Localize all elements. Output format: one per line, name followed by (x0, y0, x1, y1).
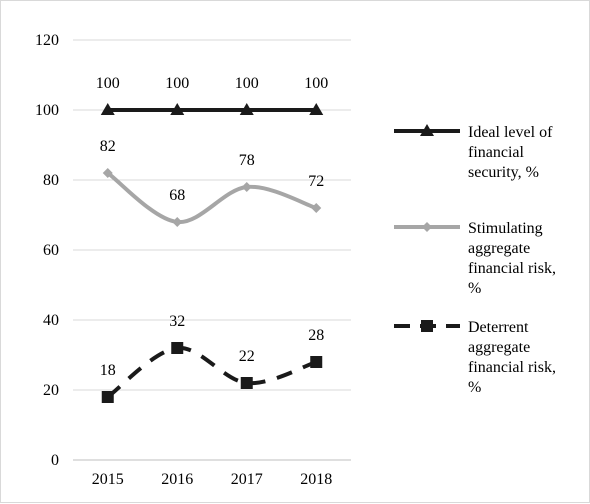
legend-marker (422, 222, 432, 232)
data-point (172, 217, 183, 227)
y-tick-label: 60 (43, 242, 59, 259)
y-tick-label: 100 (35, 102, 59, 119)
data-point (309, 103, 324, 115)
data-label: 100 (96, 75, 120, 92)
legend-label: Stimulating (468, 220, 543, 237)
legend-label: Ideal level of (468, 124, 553, 141)
data-label: 78 (239, 152, 255, 169)
x-tick-label: 2018 (300, 471, 332, 488)
legend-label: financial risk, (468, 359, 556, 376)
series-line (106, 171, 317, 225)
data-label: 68 (169, 187, 185, 204)
y-axis-ticks: 0 20 40 60 80 100 120 (35, 32, 59, 469)
data-point (102, 168, 113, 178)
data-point (100, 103, 115, 115)
x-tick-label: 2017 (231, 471, 263, 488)
data-label: 100 (304, 75, 328, 92)
legend-marker (421, 320, 433, 332)
y-tick-label: 80 (43, 172, 59, 189)
data-point (240, 377, 253, 389)
data-point (241, 182, 252, 192)
x-axis-ticks: 2015 2016 2017 2018 (92, 471, 333, 488)
data-point (311, 203, 322, 213)
legend-label: aggregate (468, 240, 530, 257)
legend: Ideal level of financial security, % Stimul… (394, 124, 556, 396)
legend-label: % (468, 280, 481, 297)
data-point (171, 342, 184, 354)
data-label: 100 (165, 75, 189, 92)
legend-label: financial (468, 144, 525, 161)
legend-label: security, % (468, 164, 539, 181)
gridlines (73, 39, 351, 461)
data-point (310, 356, 323, 368)
data-labels: 100 100 100 100 82 68 78 72 18 32 22 28 (96, 75, 329, 379)
x-tick-label: 2015 (92, 471, 124, 488)
y-tick-label: 0 (51, 452, 59, 469)
y-tick-label: 20 (43, 382, 59, 399)
legend-label: financial risk, (468, 260, 556, 277)
data-label: 28 (308, 327, 324, 344)
legend-label: aggregate (468, 339, 530, 356)
x-tick-label: 2016 (161, 471, 193, 488)
data-label: 100 (235, 75, 259, 92)
data-label: 72 (308, 173, 324, 190)
data-point (239, 103, 254, 115)
y-tick-label: 120 (35, 32, 59, 49)
legend-marker (420, 124, 434, 136)
legend-label: Deterrent (468, 319, 529, 336)
data-point (101, 391, 114, 403)
data-label: 32 (169, 313, 185, 330)
legend-label: % (468, 379, 481, 396)
y-tick-label: 40 (43, 312, 59, 329)
series-lines (100, 103, 324, 403)
data-label: 82 (100, 138, 116, 155)
data-label: 18 (100, 362, 116, 379)
data-label: 22 (239, 348, 255, 365)
series-line (106, 345, 317, 399)
data-point (170, 103, 185, 115)
